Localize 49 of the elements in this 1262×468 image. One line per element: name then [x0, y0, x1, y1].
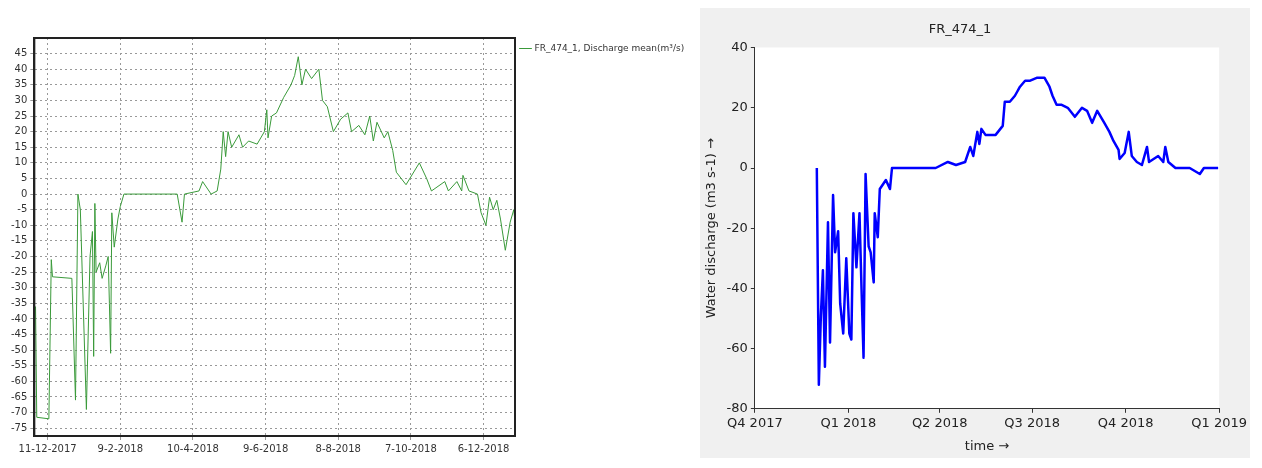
y-tick-label: -45: [10, 328, 28, 340]
y-tick-label: -20: [726, 219, 748, 235]
x-tick-label: Q4 2017: [726, 414, 783, 430]
y-tick-label: -30: [10, 281, 28, 293]
y-tick-label: -35: [10, 296, 28, 308]
y-tick-label: 15: [14, 140, 28, 152]
x-tick-label: 11-12-2017: [18, 442, 77, 454]
y-tick-label: -55: [10, 359, 28, 371]
y-tick-label: -60: [726, 339, 748, 355]
x-tick-label: Q3 2018: [1004, 414, 1061, 430]
y-tick-label: -20: [10, 250, 28, 262]
y-tick-label: 10: [14, 156, 28, 168]
y-axis-title: Water discharge (m3 s-1) →: [703, 138, 719, 319]
y-tick-label: 0: [20, 187, 28, 199]
x-axis-title: time →: [964, 437, 1010, 453]
y-tick-label: 30: [14, 94, 28, 106]
y-tick-label: 5: [20, 172, 28, 184]
y-tick-label: -50: [10, 343, 28, 355]
x-tick-label: 10-4-2018: [167, 442, 219, 454]
legend-label: FR_474_1, Discharge mean(m³/s): [534, 42, 685, 53]
y-tick-label: 35: [14, 78, 28, 90]
y-tick-label: 40: [14, 62, 28, 74]
y-tick-label: -40: [726, 279, 748, 295]
y-tick-label: -40: [10, 312, 28, 324]
y-tick-label: -5: [17, 203, 28, 215]
x-tick-label: 9-6-2018: [242, 442, 289, 454]
x-tick-label: Q4 2018: [1097, 414, 1154, 430]
y-tick-label: -75: [10, 421, 28, 433]
x-tick-label: 6-12-2018: [457, 442, 510, 454]
x-tick-label: Q1 2018: [820, 414, 877, 430]
y-tick-label: 40: [731, 38, 748, 54]
x-tick-label: 7-10-2018: [384, 442, 437, 454]
y-tick-label: 20: [14, 125, 28, 137]
y-tick-label: -70: [10, 406, 28, 418]
y-tick-label: 0: [739, 159, 748, 175]
y-tick-label: -80: [726, 400, 748, 416]
y-tick-label: -10: [10, 218, 28, 230]
x-tick-label: 9-2-2018: [97, 442, 143, 454]
y-tick-label: -25: [10, 265, 28, 277]
y-tick-label: 45: [14, 47, 28, 59]
y-tick-label: -65: [10, 390, 28, 402]
x-tick-label: 8-8-2018: [315, 442, 361, 454]
x-tick-label: Q2 2018: [911, 414, 968, 430]
y-tick-label: 25: [14, 109, 28, 121]
chart-title: FR_474_1: [928, 21, 992, 37]
y-tick-label: -60: [10, 374, 28, 386]
x-tick-label: Q1 2019: [1191, 414, 1248, 430]
y-tick-label: 20: [731, 99, 748, 115]
y-tick-label: -15: [10, 234, 28, 246]
